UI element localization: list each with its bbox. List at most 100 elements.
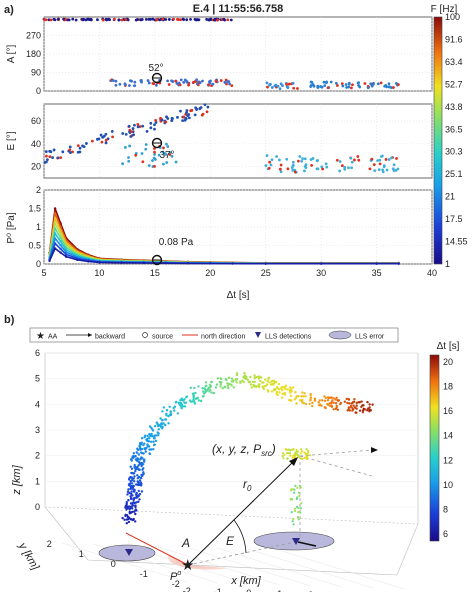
data-point — [338, 169, 342, 173]
data-point — [203, 103, 207, 107]
data-point — [278, 87, 282, 91]
data-point — [133, 465, 136, 468]
data-point — [142, 463, 145, 466]
pressure-point — [53, 227, 57, 230]
data-point — [370, 84, 374, 88]
data-point — [110, 130, 114, 133]
data-point — [139, 476, 143, 480]
data-point — [336, 408, 340, 411]
data-point — [384, 158, 388, 161]
data-point — [294, 451, 297, 454]
data-point — [130, 467, 134, 470]
data-point — [164, 142, 168, 146]
data-point — [104, 18, 108, 22]
data-point — [101, 135, 105, 139]
data-point — [78, 146, 82, 150]
x-tick-label: 15 — [150, 268, 160, 278]
colorbar-b-tick: 18 — [443, 382, 453, 392]
data-point — [295, 497, 298, 500]
colorbar-a — [433, 16, 443, 265]
data-point — [127, 159, 131, 163]
data-point — [45, 154, 48, 158]
data-point — [230, 84, 234, 88]
data-point — [303, 157, 307, 161]
data-point — [201, 387, 204, 390]
data-point — [130, 492, 133, 496]
data-point — [129, 465, 132, 468]
data-point — [270, 86, 274, 89]
legend-backward: backward — [95, 334, 125, 341]
data-point — [297, 518, 300, 521]
data-point — [123, 146, 127, 149]
pressure-point — [48, 259, 51, 263]
data-point — [290, 488, 293, 491]
data-point — [296, 450, 299, 453]
data-point — [206, 83, 210, 87]
data-point — [173, 409, 176, 412]
data-point — [127, 124, 131, 128]
data-point — [312, 84, 316, 88]
data-point — [161, 17, 165, 21]
data-point — [157, 428, 160, 431]
data-point — [372, 163, 376, 167]
x-tick-label: -1 — [214, 587, 222, 592]
legend-aa: AA — [48, 334, 58, 341]
data-point — [161, 410, 164, 413]
data-point — [324, 406, 327, 410]
data-point — [124, 513, 127, 516]
data-point — [340, 164, 344, 167]
data-point — [136, 474, 139, 477]
y-tick-label: -1 — [140, 569, 148, 579]
data-point — [212, 391, 215, 395]
data-point — [305, 455, 308, 459]
grid-line-x — [154, 545, 280, 586]
lls-detection-right — [292, 538, 300, 545]
data-point — [278, 391, 281, 394]
data-point — [128, 510, 131, 514]
data-point — [184, 401, 188, 404]
data-point — [134, 153, 138, 157]
data-point — [358, 85, 362, 89]
data-point — [297, 510, 300, 514]
data-point — [163, 152, 167, 156]
data-point — [272, 379, 276, 383]
data-point — [291, 448, 295, 451]
data-point — [269, 383, 273, 386]
data-point — [295, 395, 298, 398]
data-point — [165, 414, 168, 417]
data-point — [166, 79, 169, 83]
data-point — [313, 399, 317, 402]
data-point — [225, 378, 228, 382]
data-point — [132, 477, 135, 480]
data-point — [152, 443, 156, 447]
panel-b-letter: b) — [4, 314, 15, 326]
data-point — [150, 432, 153, 436]
z-tick-label: 5 — [35, 374, 40, 384]
panel-a-title: E.4 | 11:55:56.758 — [193, 3, 284, 15]
data-point — [380, 154, 384, 158]
azimuth-sector — [168, 555, 228, 570]
data-point — [330, 396, 333, 399]
x-tick-label: 5 — [41, 268, 46, 278]
data-point — [293, 170, 297, 174]
data-point — [283, 393, 287, 396]
data-point — [370, 157, 374, 161]
colorbar-b — [429, 354, 440, 542]
data-point — [126, 505, 129, 509]
data-point — [127, 156, 130, 159]
data-point — [81, 144, 84, 148]
data-point — [185, 396, 188, 399]
data-point — [138, 492, 142, 496]
data-point — [368, 403, 371, 406]
data-point — [277, 388, 281, 391]
data-point — [189, 17, 192, 21]
data-point — [227, 386, 230, 390]
data-point — [301, 391, 304, 394]
data-point — [130, 471, 133, 475]
data-point — [190, 108, 194, 112]
legend-lls-error: LLS error — [355, 334, 385, 341]
data-point — [160, 426, 163, 429]
data-point — [286, 457, 289, 460]
